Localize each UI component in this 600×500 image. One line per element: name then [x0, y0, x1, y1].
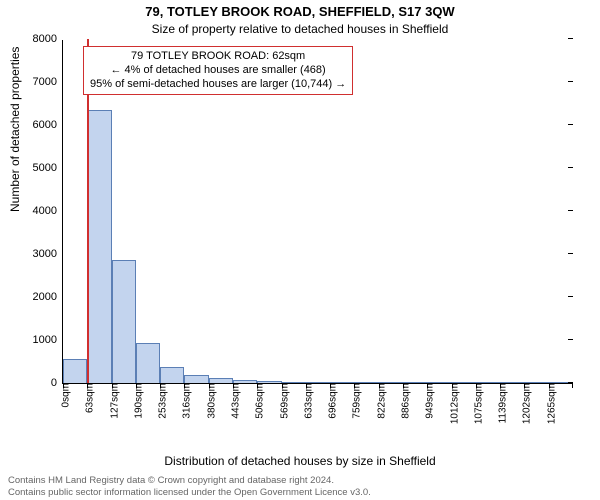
- y-tick-label: 5000: [33, 162, 63, 174]
- footer-attribution: Contains HM Land Registry data © Crown c…: [8, 475, 592, 498]
- footer-line1: Contains HM Land Registry data © Crown c…: [8, 475, 592, 486]
- x-tick-mark: [330, 383, 331, 388]
- x-tick-mark: [257, 383, 258, 388]
- histogram-bar: [87, 110, 111, 383]
- annotation-box: 79 TOTLEY BROOK ROAD: 62sqm← 4% of detac…: [83, 46, 353, 95]
- x-tick-label: 1202sqm: [520, 383, 533, 443]
- footer-line2: Contains public sector information licen…: [8, 487, 592, 498]
- annotation-line: 95% of semi-detached houses are larger (…: [90, 78, 346, 92]
- histogram-bar: [63, 359, 87, 383]
- y-tick-mark: [568, 124, 573, 125]
- x-tick-label: 253sqm: [156, 383, 169, 443]
- x-tick-label: 316sqm: [180, 383, 193, 443]
- x-tick-mark: [306, 383, 307, 388]
- y-tick-label: 6000: [33, 119, 63, 131]
- y-tick-label: 2000: [33, 291, 63, 303]
- x-tick-mark: [87, 383, 88, 388]
- x-tick-label: 190sqm: [131, 383, 144, 443]
- x-tick-mark: [136, 383, 137, 388]
- y-tick-mark: [568, 339, 573, 340]
- x-tick-mark: [500, 383, 501, 388]
- y-tick-mark: [568, 81, 573, 82]
- x-tick-label: 822sqm: [374, 383, 387, 443]
- x-tick-mark: [524, 383, 525, 388]
- y-tick-label: 1000: [33, 334, 63, 346]
- plot-area: 0100020003000400050006000700080000sqm63s…: [62, 40, 572, 384]
- x-tick-label: 759sqm: [350, 383, 363, 443]
- annotation-line: ← 4% of detached houses are smaller (468…: [90, 64, 346, 78]
- x-tick-label: 127sqm: [107, 383, 120, 443]
- x-tick-label: 1012sqm: [447, 383, 460, 443]
- x-tick-mark: [549, 383, 550, 388]
- x-tick-label: 506sqm: [253, 383, 266, 443]
- x-tick-mark: [184, 383, 185, 388]
- y-tick-label: 7000: [33, 76, 63, 88]
- x-tick-label: 443sqm: [229, 383, 242, 443]
- x-tick-label: 0sqm: [59, 383, 72, 443]
- x-tick-mark: [403, 383, 404, 388]
- x-tick-label: 1075sqm: [471, 383, 484, 443]
- x-tick-mark: [379, 383, 380, 388]
- y-tick-mark: [568, 167, 573, 168]
- x-tick-mark: [572, 383, 573, 388]
- chart-title-line1: 79, TOTLEY BROOK ROAD, SHEFFIELD, S17 3Q…: [0, 4, 600, 19]
- chart-container: 79, TOTLEY BROOK ROAD, SHEFFIELD, S17 3Q…: [0, 0, 600, 500]
- x-tick-mark: [476, 383, 477, 388]
- x-tick-label: 63sqm: [83, 383, 96, 443]
- y-tick-label: 3000: [33, 248, 63, 260]
- x-tick-mark: [282, 383, 283, 388]
- x-tick-label: 1139sqm: [496, 383, 509, 443]
- histogram-bar: [112, 260, 136, 383]
- x-tick-mark: [209, 383, 210, 388]
- x-tick-label: 886sqm: [399, 383, 412, 443]
- x-tick-label: 633sqm: [301, 383, 314, 443]
- y-tick-mark: [568, 210, 573, 211]
- annotation-line: 79 TOTLEY BROOK ROAD: 62sqm: [90, 50, 346, 64]
- y-tick-mark: [568, 38, 573, 39]
- y-tick-mark: [568, 253, 573, 254]
- x-tick-mark: [160, 383, 161, 388]
- x-tick-mark: [112, 383, 113, 388]
- x-tick-label: 569sqm: [277, 383, 290, 443]
- histogram-bar: [160, 367, 184, 383]
- x-tick-mark: [354, 383, 355, 388]
- histogram-bar: [136, 343, 160, 383]
- x-tick-label: 949sqm: [423, 383, 436, 443]
- histogram-bar: [184, 375, 208, 383]
- chart-title-line2: Size of property relative to detached ho…: [0, 22, 600, 36]
- x-tick-mark: [233, 383, 234, 388]
- x-tick-mark: [427, 383, 428, 388]
- y-tick-label: 8000: [33, 33, 63, 45]
- x-tick-mark: [452, 383, 453, 388]
- x-tick-mark: [63, 383, 64, 388]
- x-tick-label: 380sqm: [204, 383, 217, 443]
- x-tick-label: 696sqm: [326, 383, 339, 443]
- x-tick-label: 1265sqm: [544, 383, 557, 443]
- x-axis-label: Distribution of detached houses by size …: [0, 454, 600, 468]
- y-tick-label: 4000: [33, 205, 63, 217]
- y-tick-mark: [568, 296, 573, 297]
- y-axis-label: Number of detached properties: [8, 47, 22, 212]
